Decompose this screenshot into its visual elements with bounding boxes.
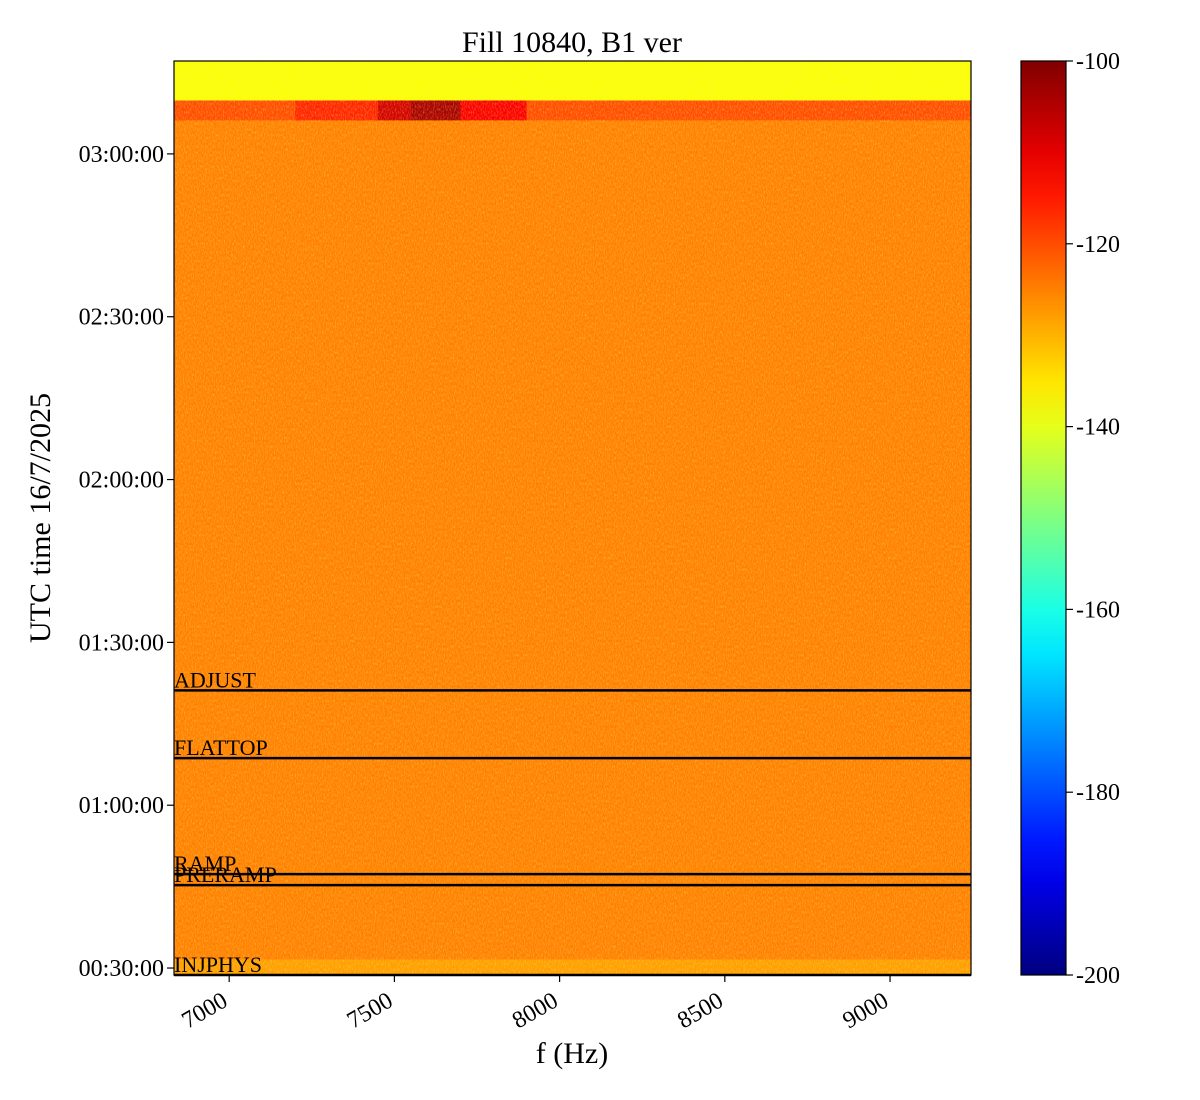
y-tick-label: 02:00:00 — [79, 468, 164, 494]
y-axis-label: UTC time 16/7/2025 — [24, 393, 57, 643]
x-axis-label: f (Hz) — [536, 1037, 608, 1070]
texture — [174, 61, 971, 975]
chart-title: Fill 10840, B1 ver — [462, 26, 682, 59]
y-tick-label: 01:00:00 — [79, 793, 164, 819]
mode-label: PRERAMP — [174, 862, 277, 887]
plot-frame — [173, 60, 972, 976]
mode-label: ADJUST — [174, 667, 256, 692]
y-tick-label: 03:00:00 — [79, 142, 164, 168]
x-tick-label: 9000 — [838, 988, 893, 1035]
colorbar — [1020, 60, 1067, 976]
mode-label: RAMP — [174, 851, 236, 876]
colorbar-tick-label: -160 — [1076, 597, 1120, 623]
y-tick-label: 00:30:00 — [79, 956, 164, 982]
x-tick-label: 7000 — [178, 988, 233, 1035]
colorbar-tick-label: -180 — [1076, 780, 1120, 806]
colorbar-tick-label: -120 — [1076, 232, 1120, 258]
colorbar-tick-label: -200 — [1076, 963, 1120, 989]
colorbar-tick-label: -100 — [1076, 49, 1120, 75]
mode-label: FLATTOP — [174, 735, 268, 760]
mode-label: INJPHYS — [174, 952, 262, 977]
y-tick-label: 01:30:00 — [79, 630, 164, 656]
x-tick-label: 8500 — [673, 988, 728, 1035]
x-tick-label: 8000 — [508, 988, 563, 1035]
x-tick-label: 7500 — [343, 988, 398, 1035]
y-tick-label: 02:30:00 — [79, 305, 164, 331]
colorbar-tick-label: -140 — [1076, 415, 1120, 441]
